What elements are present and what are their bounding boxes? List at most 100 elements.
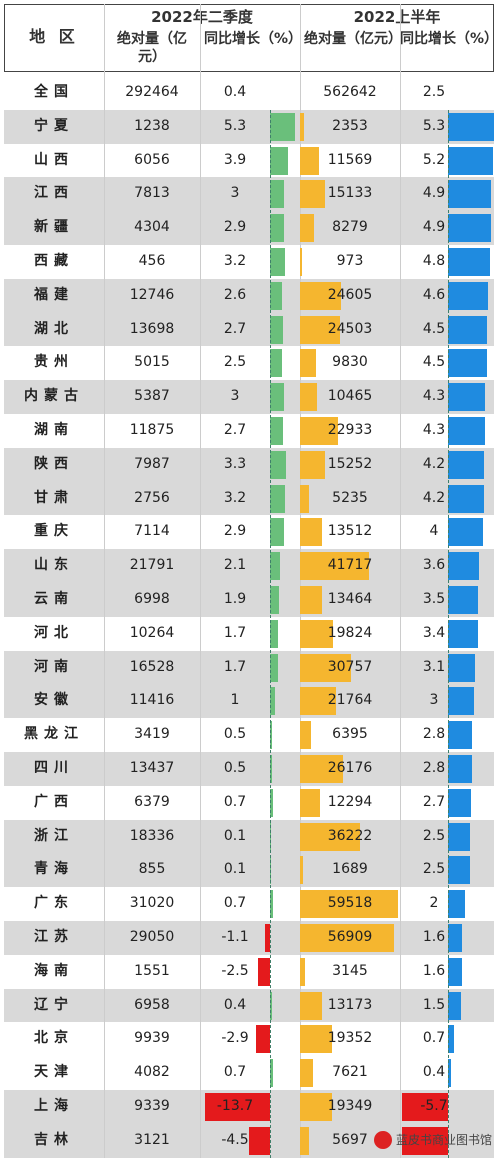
cell-h1-abs: 5235 (332, 489, 368, 506)
row-region: 湖北 (34, 320, 74, 337)
cell-h1-abs: 8279 (332, 219, 368, 236)
cell-h1-abs: 19349 (327, 1098, 373, 1114)
h1-yoy-bar (448, 315, 488, 344)
table-row: 黑龙江 3419 0.5 6395 2.8 (4, 718, 494, 752)
q2-yoy-bar (270, 755, 273, 783)
row-region: 天津 (34, 1064, 74, 1081)
h1-yoy-bar (448, 957, 462, 986)
q2-yoy-bar (270, 112, 295, 141)
cell-q2-abs: 11875 (129, 422, 175, 438)
row-region: 江苏 (34, 929, 74, 945)
cell-h1-yoy: 4.3 (422, 388, 446, 405)
cell-h1-yoy: 4.5 (422, 320, 446, 337)
cell-q2-yoy: 0.5 (223, 726, 247, 743)
cell-h1-yoy: 4 (429, 523, 439, 540)
cell-q2-yoy: 3 (230, 388, 240, 405)
cell-q2-abs: 292464 (125, 84, 179, 100)
h1-yoy-bar (448, 1059, 452, 1088)
watermark: 蓝皮书商业图书馆 (373, 1131, 492, 1149)
h1-yoy-bar (448, 349, 488, 378)
h1-abs-bar (300, 484, 309, 513)
cell-q2-yoy: 2.7 (223, 320, 247, 337)
cell-h1-abs: 22933 (327, 422, 373, 438)
h1-abs-bar (300, 112, 304, 141)
h1-yoy-bar (448, 653, 475, 682)
h1-abs-bar (300, 349, 317, 378)
h1-yoy-bar (448, 248, 490, 276)
table-row: 陕西 7987 3.3 15252 4.2 (4, 447, 494, 482)
cell-q2-yoy: 0.1 (223, 827, 247, 844)
cell-h1-yoy: 2.5 (422, 827, 446, 844)
q2-yoy-bar (270, 146, 289, 175)
q2-yoy-bar (205, 1093, 270, 1121)
table-row: 内蒙古 5387 3 10465 4.3 (4, 380, 494, 414)
cell-h1-yoy: 2 (429, 895, 439, 912)
table-row: 宁夏 1238 5.3 2353 5.3 (4, 109, 494, 144)
cell-h1-abs: 19824 (327, 624, 373, 641)
header-region: 地 区 (29, 27, 79, 46)
table-row: 四川 13437 0.5 26176 2.8 (4, 752, 494, 786)
cell-q2-yoy: 0.1 (223, 861, 247, 878)
cell-q2-abs: 5015 (134, 354, 170, 371)
cell-q2-yoy: 2.1 (223, 557, 247, 574)
cell-h1-yoy: -5.7 (420, 1098, 448, 1114)
h1-yoy-bar (448, 1025, 455, 1054)
row-region: 贵州 (34, 354, 74, 371)
cell-h1-yoy: 4.9 (422, 219, 446, 236)
row-region: 陕西 (34, 455, 74, 472)
row-region: 河北 (34, 624, 74, 641)
table-row: 甘肃 2756 3.2 5235 4.2 (4, 481, 494, 516)
cell-q2-abs: 7987 (134, 455, 170, 472)
q2-zero-line (270, 109, 271, 1158)
row-region: 西藏 (34, 253, 74, 269)
h1-abs-bar (300, 653, 351, 682)
cell-q2-yoy: -13.7 (216, 1098, 254, 1114)
h1-abs-bar (300, 924, 394, 952)
h1-yoy-bar (448, 518, 483, 547)
h1-yoy-bar (448, 687, 475, 716)
cell-h1-yoy: 2.8 (422, 760, 446, 776)
cell-q2-yoy: 2.9 (223, 219, 247, 236)
h1-abs-bar (300, 822, 360, 851)
cell-q2-abs: 3121 (134, 1131, 170, 1148)
h1-abs-bar (300, 146, 320, 175)
cell-h1-abs: 9830 (332, 354, 368, 371)
cell-q2-yoy: 0.4 (223, 996, 247, 1013)
cell-h1-abs: 56909 (327, 929, 373, 945)
row-region: 上海 (34, 1098, 74, 1114)
cell-h1-abs: 26176 (327, 760, 373, 776)
cell-q2-yoy: 2.7 (223, 422, 247, 438)
q2-yoy-bar (270, 248, 286, 276)
cell-q2-abs: 12746 (129, 286, 175, 303)
cell-q2-abs: 6958 (134, 996, 170, 1013)
table-row: 重庆 7114 2.9 13512 4 (4, 515, 494, 549)
h1-abs-bar (300, 518, 323, 547)
q2-yoy-bar (270, 518, 284, 547)
cell-h1-yoy: 3.6 (422, 557, 446, 574)
q2-yoy-bar (270, 721, 273, 750)
cell-q2-abs: 1551 (134, 962, 170, 979)
cell-h1-abs: 3145 (332, 962, 368, 979)
h1-yoy-bar (448, 417, 486, 445)
table-row: 湖南 11875 2.7 22933 4.3 (4, 414, 494, 448)
row-region: 青海 (34, 861, 74, 878)
cell-q2-yoy: 3.2 (223, 253, 247, 269)
q2-yoy-bar (270, 552, 280, 581)
cell-h1-yoy: 2.5 (422, 861, 446, 878)
table-row: 山西 6056 3.9 11569 5.2 (4, 144, 494, 178)
cell-h1-abs: 15133 (327, 185, 373, 202)
row-region: 福建 (34, 286, 74, 303)
cell-q2-yoy: 0.4 (223, 84, 247, 100)
cell-q2-abs: 6998 (134, 591, 170, 607)
h1-abs-bar (300, 856, 303, 885)
table-row: 吉林 3121 -4.5 5697 (4, 1123, 494, 1158)
h1-abs-bar (300, 1126, 310, 1155)
h1-abs-bar (300, 1093, 332, 1121)
cell-q2-yoy: 5.3 (223, 117, 247, 134)
cell-h1-yoy: 1.6 (422, 929, 446, 945)
cell-q2-yoy: 2.9 (223, 523, 247, 540)
q2-yoy-bar (256, 1025, 270, 1054)
h1-abs-bar (300, 281, 341, 310)
cell-q2-yoy: 1.9 (223, 591, 247, 607)
cell-q2-abs: 4304 (134, 219, 170, 236)
